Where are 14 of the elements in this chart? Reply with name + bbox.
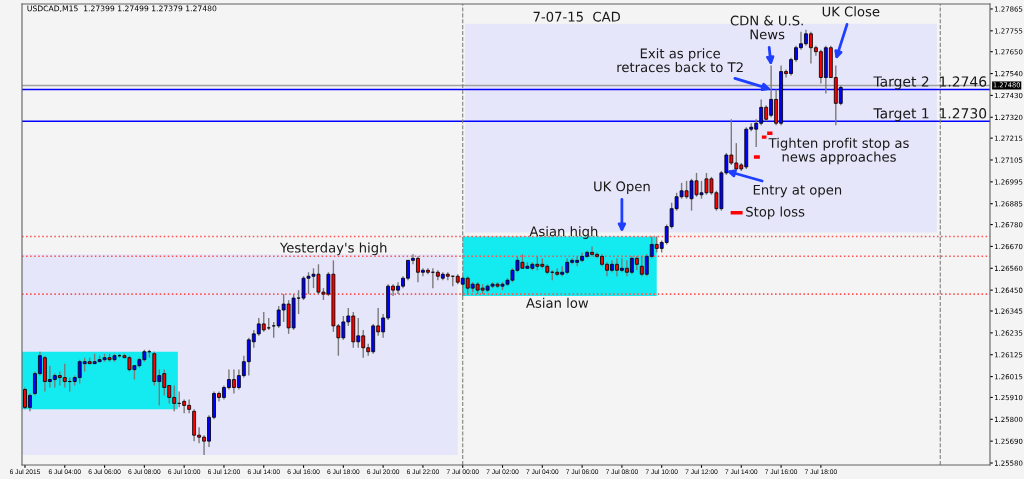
annotation: Entry at open xyxy=(753,184,842,198)
annotation: Yesterday's high xyxy=(279,242,387,256)
annotation: Exit as price retraces back to T2 xyxy=(617,48,743,73)
candlestick xyxy=(192,408,197,442)
ref-line-label: Target 1 1.2730 xyxy=(873,108,987,122)
annotation: Asian low xyxy=(526,297,589,308)
annotation: Tighten profit stop as news approaches xyxy=(768,137,909,165)
annotation: 7-07-15 CAD xyxy=(533,11,621,22)
annotation: UK Open xyxy=(594,181,650,194)
annotation: CDN & U.S. News xyxy=(730,15,803,40)
annotation: UK Close xyxy=(822,6,880,17)
ref-line-label: Target 2 1.2746 xyxy=(873,76,987,90)
annotation: Stop loss xyxy=(746,206,805,220)
annotation: Asian high xyxy=(529,226,598,239)
